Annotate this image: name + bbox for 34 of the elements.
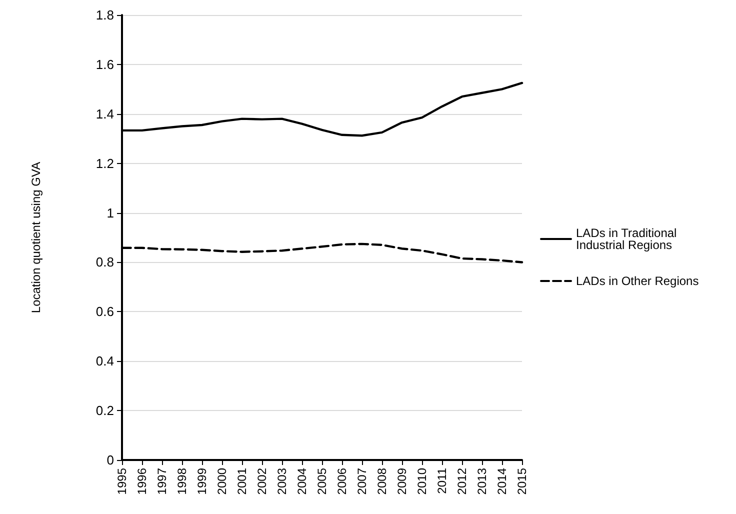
x-tick-label: 2007 bbox=[355, 468, 369, 495]
x-tick-label: 2006 bbox=[335, 468, 349, 495]
y-tick-label: 1.2 bbox=[96, 156, 114, 171]
y-tick-label: 0.8 bbox=[96, 254, 114, 270]
x-tick-label: 2001 bbox=[235, 468, 249, 495]
x-tick-label: 2010 bbox=[415, 468, 429, 495]
x-tick-label: 2013 bbox=[475, 468, 489, 495]
x-tick-label: 1997 bbox=[155, 468, 169, 495]
y-tick-label: 0 bbox=[106, 452, 114, 468]
x-tick-label: 2008 bbox=[375, 468, 389, 495]
y-tick-label: 0.4 bbox=[96, 354, 114, 369]
x-tick-label: 2004 bbox=[295, 468, 309, 495]
x-tick-label: 2009 bbox=[395, 468, 409, 495]
x-tick-label: 2012 bbox=[455, 468, 469, 495]
y-tick-label: 1.4 bbox=[96, 106, 114, 122]
y-tick-label: 0.6 bbox=[96, 304, 114, 320]
x-tick-label: 2014 bbox=[495, 468, 509, 495]
x-tick-label: 1995 bbox=[115, 468, 129, 495]
x-tick-label: 2005 bbox=[315, 468, 329, 495]
x-tick-label: 2003 bbox=[275, 468, 289, 495]
y-tick-label: 1.8 bbox=[96, 8, 114, 22]
y-tick-label: 1 bbox=[106, 205, 114, 220]
y-tick-label: 0.2 bbox=[96, 403, 114, 418]
legend-label: LADs in Other Regions bbox=[576, 274, 699, 288]
x-tick-label: 1999 bbox=[195, 468, 209, 495]
y-tick-label: 1.6 bbox=[96, 56, 114, 72]
x-tick-label: 2015 bbox=[515, 468, 529, 495]
x-tick-label: 1998 bbox=[175, 468, 189, 495]
x-tick-label: 2011 bbox=[435, 468, 449, 494]
x-tick-label: 2000 bbox=[215, 468, 229, 495]
y-axis-title: Location quotient using GVA bbox=[29, 162, 43, 314]
legend-label: LADs in Traditional Industrial Regions bbox=[576, 226, 680, 252]
x-tick-label: 2002 bbox=[255, 468, 269, 495]
x-tick-label: 1996 bbox=[135, 468, 149, 495]
